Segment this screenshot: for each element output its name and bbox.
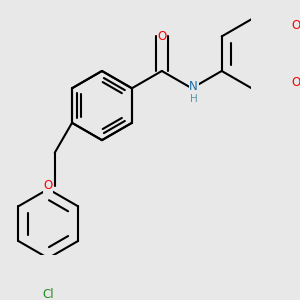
Text: N: N <box>189 80 198 93</box>
Text: O: O <box>291 19 300 32</box>
Text: O: O <box>44 179 53 192</box>
Text: O: O <box>157 30 167 43</box>
Text: Cl: Cl <box>42 287 54 300</box>
Text: H: H <box>190 94 197 104</box>
Text: O: O <box>291 76 300 89</box>
